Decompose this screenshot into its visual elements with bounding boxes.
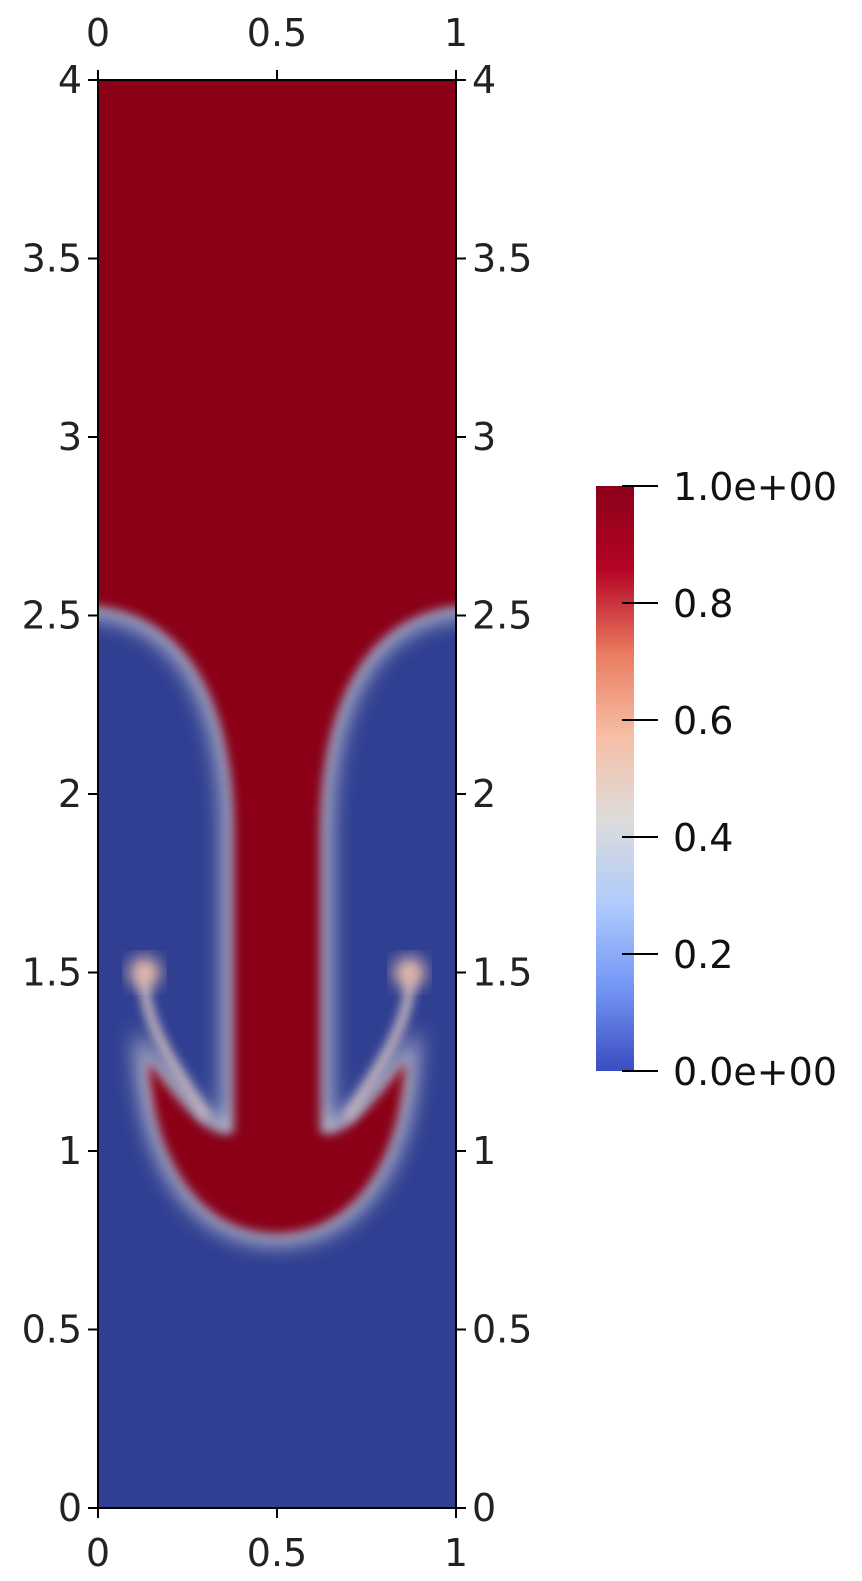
y-tick-left-label: 1: [58, 1129, 82, 1173]
y-tick-right-label: 1.5: [472, 951, 532, 995]
colorbar-tick-label: 0.0e+00: [673, 1050, 837, 1094]
x-tick-top-label: 0.5: [247, 11, 307, 55]
y-tick-right-label: 4: [472, 58, 496, 102]
vortex-core-right: [393, 956, 426, 989]
y-tick-right-label: 3: [472, 415, 496, 459]
y-tick-left-label: 4: [58, 58, 82, 102]
y-axis-left: 0 0.5 1 1.5 2 2.5 3 3.5 4: [22, 58, 98, 1530]
y-tick-left-label: 2.5: [22, 594, 82, 638]
y-tick-right-label: 0.5: [472, 1308, 532, 1352]
x-axis-top: 0 0.5 1: [86, 11, 468, 80]
y-axis-right: 0 0.5 1 1.5 2 2.5 3 3.5 4: [456, 58, 532, 1530]
x-tick-bottom-label: 0: [86, 1531, 110, 1575]
y-tick-right-label: 2: [472, 772, 496, 816]
y-tick-right-label: 2.5: [472, 594, 532, 638]
y-tick-right-label: 3.5: [472, 237, 532, 281]
y-tick-left-label: 0: [58, 1486, 82, 1530]
y-tick-left-label: 2: [58, 772, 82, 816]
colorbar-tick-label: 0.8: [673, 582, 733, 626]
y-tick-left-label: 0.5: [22, 1308, 82, 1352]
y-tick-right-label: 1: [472, 1129, 496, 1173]
y-tick-right-label: 0: [472, 1486, 496, 1530]
x-tick-top-label: 1: [444, 11, 468, 55]
colorbar-tick-label: 0.4: [673, 816, 733, 860]
x-tick-bottom-label: 0.5: [247, 1531, 307, 1575]
x-tick-bottom-label: 1: [444, 1531, 468, 1575]
colorbar-tick-label: 0.2: [673, 933, 733, 977]
colorbar-gradient: [596, 486, 634, 1071]
y-tick-left-label: 3: [58, 415, 82, 459]
colorbar-tick-label: 1.0e+00: [673, 465, 837, 509]
y-tick-left-label: 3.5: [22, 237, 82, 281]
y-tick-left-label: 1.5: [22, 951, 82, 995]
colorbar-ticks: 0.0e+00 0.2 0.4 0.6 0.8 1.0e+00: [622, 465, 837, 1094]
field-upper-region: [98, 80, 456, 1234]
colorbar-tick-label: 0.6: [673, 699, 733, 743]
vortex-core-left: [128, 956, 161, 989]
plot-area: [98, 80, 456, 1508]
colorbar: 0.0e+00 0.2 0.4 0.6 0.8 1.0e+00: [596, 465, 837, 1094]
x-tick-top-label: 0: [86, 11, 110, 55]
x-axis-bottom: 0 0.5 1: [86, 1508, 468, 1575]
